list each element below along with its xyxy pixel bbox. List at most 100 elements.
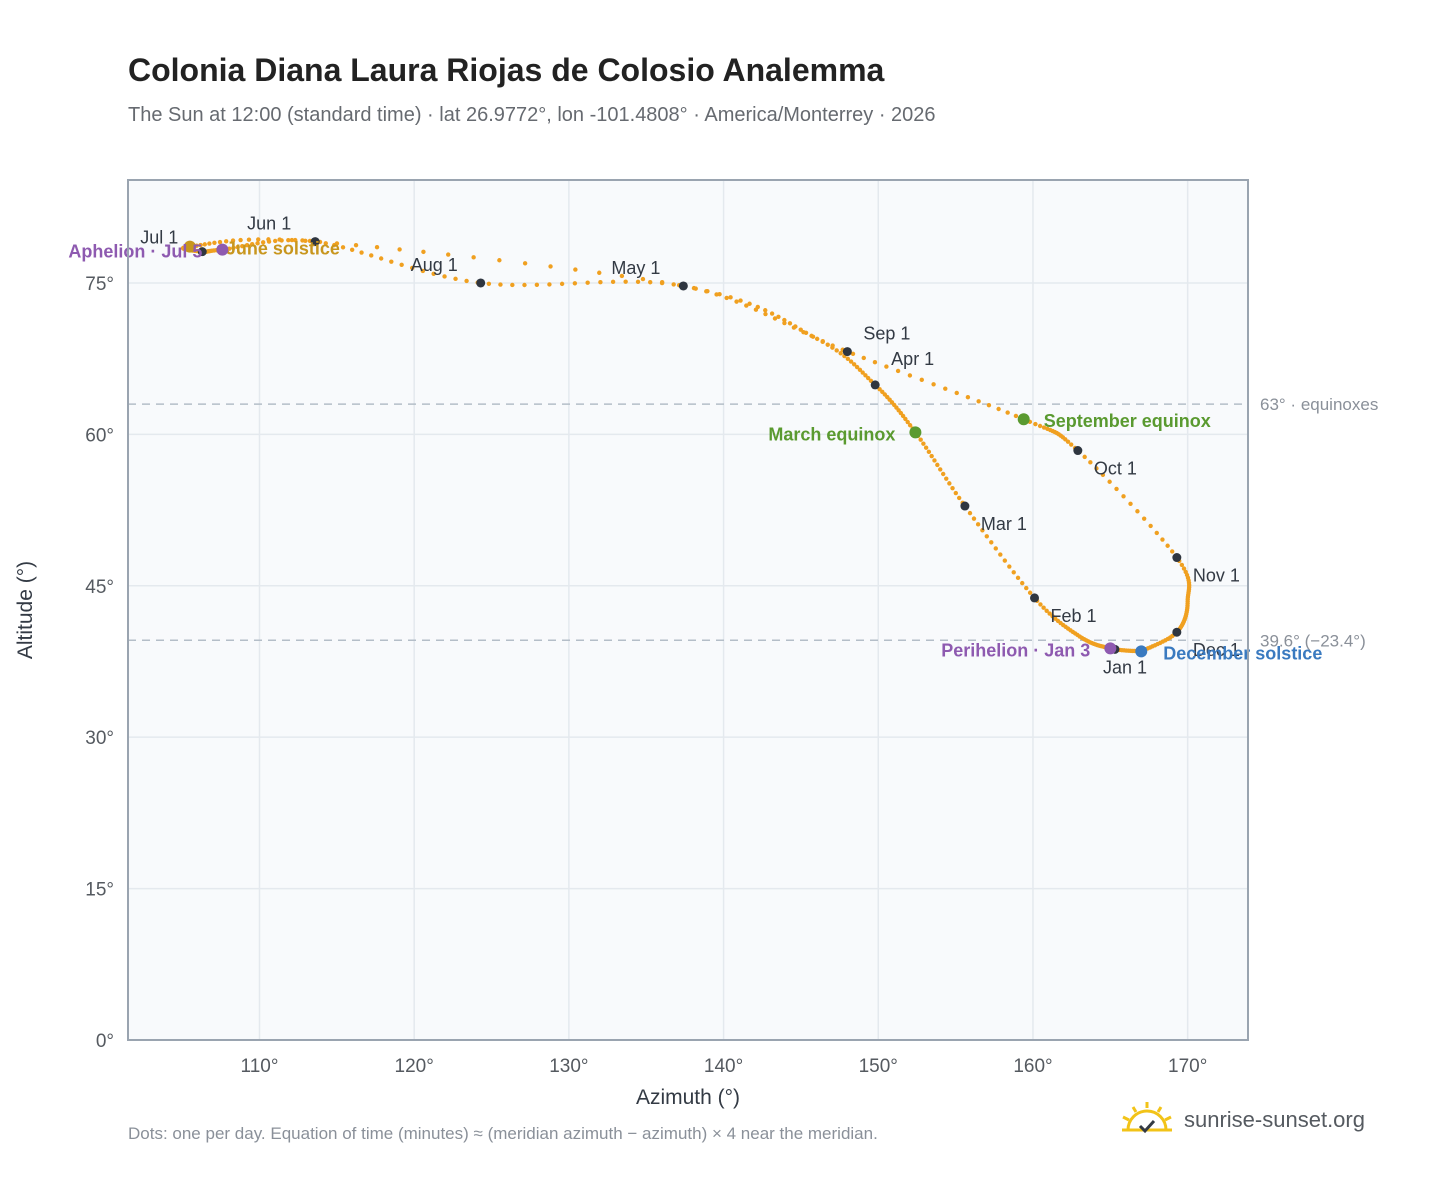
daily-dot — [431, 271, 436, 277]
daily-dot — [240, 243, 245, 249]
daily-dot — [850, 351, 856, 357]
daily-dot — [597, 270, 602, 275]
daily-dot — [809, 333, 814, 339]
daily-dot — [453, 276, 458, 282]
daily-dot — [1154, 530, 1159, 536]
daily-dot — [349, 247, 355, 252]
daily-dot — [659, 279, 665, 285]
month-marker — [1030, 593, 1040, 603]
daily-dot — [923, 445, 929, 450]
daily-dot — [572, 281, 578, 286]
daily-dot — [929, 453, 934, 459]
daily-dot — [353, 242, 359, 248]
daily-dot — [776, 314, 781, 319]
daily-dot — [943, 386, 948, 391]
brand[interactable]: sunrise-sunset.org — [1120, 1100, 1365, 1140]
daily-dot — [235, 244, 240, 250]
daily-dot — [763, 308, 768, 313]
month-marker — [678, 281, 688, 291]
daily-dot — [464, 278, 469, 284]
daily-dot — [1135, 509, 1140, 514]
daily-dot — [648, 280, 653, 285]
daily-dot — [947, 481, 952, 486]
reference-lines: 63° · equinoxes 39.6° (−23.4°) — [128, 395, 1378, 650]
daily-dot — [230, 238, 236, 243]
daily-dot — [903, 416, 908, 422]
daily-dot — [1027, 590, 1033, 595]
daily-dot — [671, 282, 676, 287]
daily-dot — [976, 399, 981, 404]
event-marker — [183, 240, 196, 253]
daily-dot — [522, 261, 528, 266]
y-tick-label: 15° — [85, 880, 114, 901]
month-marker-label: Apr 1 — [891, 349, 934, 369]
daily-dot — [782, 317, 787, 323]
daily-dot — [246, 237, 252, 242]
x-axis-label: Azimuth (°) — [636, 1086, 740, 1109]
daily-dot — [1082, 454, 1087, 460]
daily-dot — [359, 250, 364, 255]
month-marker — [960, 501, 970, 511]
daily-dot — [1033, 421, 1038, 427]
daily-dot — [941, 471, 946, 477]
sun-logo-icon — [1122, 1102, 1172, 1134]
daily-dot — [931, 382, 936, 387]
month-marker-label: Aug 1 — [411, 255, 458, 275]
daily-dot — [820, 339, 825, 345]
daily-dot — [724, 295, 729, 301]
daily-dot — [202, 242, 207, 247]
daily-dot — [1094, 466, 1099, 471]
daily-dot — [825, 342, 830, 347]
daily-dot — [944, 476, 949, 481]
daily-dot — [907, 373, 913, 378]
daily-dot — [986, 403, 992, 408]
event-label: September equinox — [1044, 411, 1211, 431]
daily-dot — [798, 327, 803, 332]
daily-dot — [998, 552, 1003, 557]
daily-dot — [860, 370, 865, 375]
page-title: Colonia Diana Laura Riojas de Colosio An… — [128, 52, 885, 88]
daily-dot — [548, 264, 553, 269]
daily-dot — [198, 242, 203, 248]
x-tick-label: 110° — [241, 1056, 279, 1077]
daily-dot — [510, 282, 515, 288]
daily-dot — [1013, 413, 1019, 419]
daily-dot — [369, 253, 374, 258]
daily-dot — [471, 255, 476, 260]
daily-dot — [323, 241, 328, 246]
daily-dot — [334, 241, 340, 246]
daily-dot — [559, 281, 565, 287]
daily-dot — [610, 279, 616, 285]
daily-dot — [1181, 566, 1187, 571]
daily-dot — [884, 364, 889, 369]
daily-dot — [975, 522, 981, 527]
daily-dot — [399, 262, 404, 267]
daily-dot — [965, 394, 971, 400]
daily-dot — [993, 546, 998, 551]
daily-dot — [340, 245, 346, 250]
daily-dot — [378, 256, 384, 261]
daily-dot — [932, 458, 937, 463]
month-marker-label: Sep 1 — [863, 324, 910, 344]
daily-dot — [772, 316, 778, 321]
event-marker — [909, 426, 922, 439]
month-marker — [870, 380, 880, 390]
daily-dot — [954, 390, 959, 396]
daily-dot — [857, 367, 863, 372]
daily-dot — [854, 364, 860, 370]
daily-dot — [851, 362, 857, 367]
daily-dot — [1100, 472, 1106, 478]
month-marker — [1172, 553, 1182, 563]
daily-dot — [926, 449, 932, 455]
daily-dot — [1148, 523, 1153, 529]
daily-dot — [989, 540, 994, 545]
daily-dot — [277, 237, 282, 242]
x-tick-label: 160° — [1013, 1056, 1052, 1077]
daily-dot — [845, 356, 851, 362]
daily-dot — [938, 467, 943, 472]
daily-dot — [1007, 564, 1012, 569]
grid-lines — [128, 180, 1248, 1041]
month-marker-label: Jul 1 — [140, 228, 178, 248]
event-label: June solstice — [226, 239, 340, 259]
